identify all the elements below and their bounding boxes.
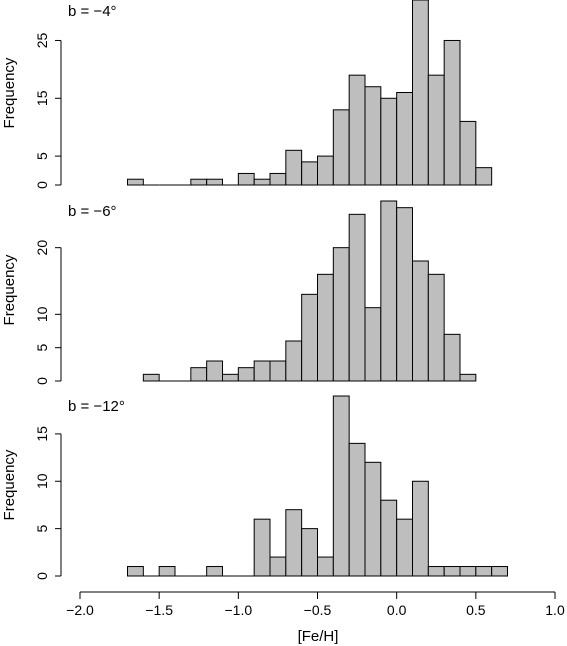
histogram-bar <box>332 395 350 577</box>
histogram-bar <box>127 566 144 577</box>
y-tick-label: 10 <box>34 306 50 322</box>
histogram-bar <box>364 461 382 577</box>
panel-b-minus-12: b = −12° Frequency 0 5 10 15 <box>1 395 509 580</box>
histogram-bar <box>348 442 366 577</box>
y-tick-label: 0 <box>34 377 50 385</box>
panel-label: b = −4° <box>68 3 117 20</box>
y-tick-label: 5 <box>34 152 50 160</box>
y-axis-label: Frequency <box>1 449 18 520</box>
x-tick-label: −0.5 <box>304 602 332 618</box>
histogram-bar <box>412 0 429 186</box>
y-tick-label: 5 <box>34 344 50 352</box>
histogram-bar <box>475 566 493 577</box>
bar-group <box>142 200 477 382</box>
histogram-bar <box>443 566 461 577</box>
y-tick-label: 0 <box>34 181 50 189</box>
y-axis: 0 5 15 25 <box>34 32 62 189</box>
x-tick-label: 0.5 <box>466 602 486 618</box>
histogram-bar <box>127 178 144 186</box>
histogram-bar <box>253 518 271 577</box>
histogram-bar <box>253 178 271 186</box>
histogram-bar <box>364 86 382 186</box>
histogram-bar <box>427 566 445 577</box>
x-axis: −2.0 −1.5 −1.0 −0.5 0.0 0.5 1.0 <box>66 591 565 618</box>
y-axis-label: Frequency <box>1 254 18 325</box>
histogram-bar <box>443 39 461 186</box>
histogram-bar <box>427 74 445 186</box>
histogram-bar <box>475 167 493 186</box>
histogram-bar <box>348 213 366 382</box>
histogram-bar <box>237 367 255 382</box>
histogram-bar <box>380 97 398 186</box>
histogram-bar <box>459 120 477 186</box>
histogram-bar <box>190 367 208 382</box>
bar-group <box>127 395 509 577</box>
x-tick-label: 0.0 <box>387 602 407 618</box>
x-tick-label: −1.5 <box>145 602 173 618</box>
histogram-bar <box>317 273 334 382</box>
histogram-bar <box>158 566 176 577</box>
y-axis: 0 5 10 15 <box>34 426 62 580</box>
y-tick-label: 10 <box>34 473 50 489</box>
histogram-bar <box>285 509 303 577</box>
panel-b-minus-6: b = −6° Frequency 0 5 10 20 <box>1 200 477 385</box>
histogram-bar <box>348 74 366 186</box>
histogram-bar <box>206 178 223 186</box>
panel-label: b = −6° <box>68 203 117 220</box>
histogram-bar <box>222 373 239 382</box>
panel-label: b = −12° <box>68 398 125 415</box>
y-tick-label: 5 <box>34 525 50 533</box>
histogram-bar <box>190 178 208 186</box>
histogram-bar <box>269 172 287 186</box>
histogram-bar <box>459 373 477 382</box>
y-tick-label: 0 <box>34 572 50 580</box>
histogram-bar <box>332 247 350 382</box>
x-axis-label: [Fe/H] <box>298 628 339 645</box>
y-tick-label: 15 <box>34 426 50 442</box>
histogram-bar <box>269 556 287 577</box>
histogram-bar <box>443 333 461 382</box>
histogram-bar <box>237 172 255 186</box>
x-tick-label: −1.0 <box>225 602 253 618</box>
histogram-bar <box>412 480 429 577</box>
histogram-bar <box>380 499 398 577</box>
histogram-bar <box>206 566 223 577</box>
histogram-bar <box>427 273 445 382</box>
histogram-bar <box>285 149 303 186</box>
histogram-bar <box>285 340 303 382</box>
histogram-bar <box>301 293 319 382</box>
y-tick-label: 25 <box>34 32 50 48</box>
histogram-bar <box>317 556 334 577</box>
histogram-bar <box>491 566 509 577</box>
histogram-bar <box>364 307 382 382</box>
histogram-bar <box>142 373 160 382</box>
y-axis: 0 5 10 20 <box>34 240 62 385</box>
y-axis-label: Frequency <box>1 57 18 128</box>
histogram-bar <box>412 260 429 382</box>
histogram-bar <box>253 360 271 382</box>
x-tick-label: 1.0 <box>545 602 565 618</box>
x-tick-label: −2.0 <box>66 602 94 618</box>
bar-group <box>127 0 493 186</box>
histogram-bar <box>301 528 319 577</box>
histogram-bar <box>396 207 414 382</box>
histogram-bar <box>301 161 319 186</box>
histogram-bar <box>206 360 223 382</box>
y-tick-label: 15 <box>34 90 50 106</box>
histogram-bar <box>317 155 334 186</box>
histogram-bar <box>396 92 414 186</box>
histogram-bar <box>396 518 414 577</box>
histogram-bar <box>332 109 350 186</box>
histogram-bar <box>269 360 287 382</box>
panel-b-minus-4: b = −4° Frequency 0 5 15 25 <box>1 0 493 189</box>
histogram-bar <box>380 200 398 382</box>
histogram-bar <box>459 566 477 577</box>
y-tick-label: 20 <box>34 240 50 256</box>
